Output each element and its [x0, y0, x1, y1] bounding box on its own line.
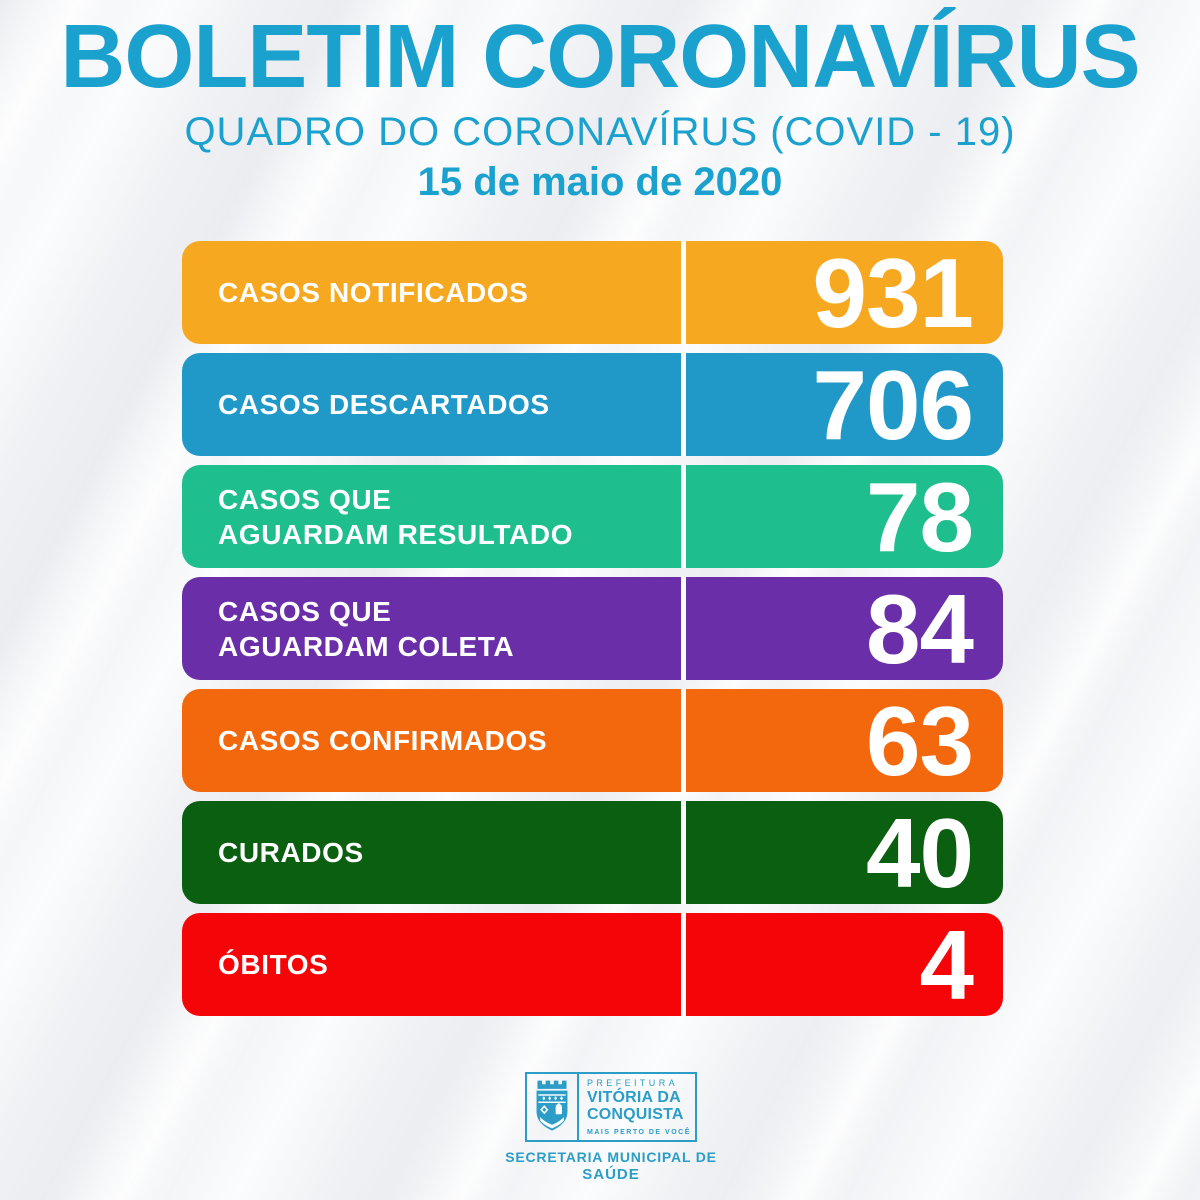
row-divider — [681, 353, 686, 456]
stat-label: CURADOS — [182, 801, 681, 904]
city-hall-logo: PREFEITURA VITÓRIA DA CONQUISTA MAIS PER… — [525, 1072, 697, 1142]
page-subtitle: QUADRO DO CORONAVÍRUS (COVID - 19) — [184, 110, 1016, 154]
stat-row: CASOS DESCARTADOS 706 — [182, 353, 1003, 456]
logo-tagline: MAIS PERTO DE VOCÊ — [587, 1129, 691, 1136]
stat-row: CURADOS 40 — [182, 801, 1003, 904]
org-name: SECRETARIA MUNICIPAL DE SAÚDE — [411, 1148, 811, 1184]
stat-value: 40 — [865, 801, 974, 904]
row-divider — [681, 465, 686, 568]
stat-value: 4 — [919, 913, 974, 1016]
stat-value: 78 — [865, 465, 974, 568]
stat-label-line: CASOS CONFIRMADOS — [218, 725, 548, 756]
stat-label: CASOS NOTIFICADOS — [182, 241, 681, 344]
logo-text-block: PREFEITURA VITÓRIA DA CONQUISTA MAIS PER… — [579, 1074, 699, 1140]
stat-label: CASOS QUE AGUARDAM COLETA — [182, 577, 681, 680]
stat-label-line: CASOS NOTIFICADOS — [218, 277, 529, 308]
stat-label-line: CASOS QUE — [218, 483, 392, 515]
stats-table: CASOS NOTIFICADOS 931 CASOS DESCARTADOS … — [182, 241, 1003, 1025]
logo-city-line2: CONQUISTA — [587, 1106, 684, 1123]
row-divider — [681, 913, 686, 1016]
bulletin-date: 15 de maio de 2020 — [417, 160, 783, 204]
org-name-line2: SAÚDE — [582, 1166, 640, 1183]
row-divider — [681, 577, 686, 680]
org-name-line1: SECRETARIA MUNICIPAL DE — [505, 1149, 717, 1165]
stat-label: CASOS DESCARTADOS — [182, 353, 681, 456]
stat-label-line: AGUARDAM COLETA — [218, 630, 515, 662]
stat-row: CASOS QUE AGUARDAM COLETA 84 — [182, 577, 1003, 680]
logo-pretitle: PREFEITURA — [587, 1078, 679, 1088]
stat-row: CASOS QUE AGUARDAM RESULTADO 78 — [182, 465, 1003, 568]
stat-value: 84 — [865, 577, 974, 680]
coat-of-arms-icon — [527, 1074, 579, 1140]
stat-label: CASOS QUE AGUARDAM RESULTADO — [182, 465, 681, 568]
page-title: BOLETIM CORONAVÍRUS — [60, 7, 1140, 107]
stat-row: CASOS NOTIFICADOS 931 — [182, 241, 1003, 344]
stat-label: ÓBITOS — [182, 913, 681, 1016]
row-divider — [681, 241, 686, 344]
row-divider — [681, 801, 686, 904]
stat-label-line: CURADOS — [218, 837, 364, 868]
stat-label-line: ÓBITOS — [218, 949, 329, 980]
stat-label: CASOS CONFIRMADOS — [182, 689, 681, 792]
stat-row: CASOS CONFIRMADOS 63 — [182, 689, 1003, 792]
logo-city-line1: VITÓRIA DA — [587, 1089, 681, 1106]
stat-value: 706 — [812, 353, 974, 456]
stat-value: 63 — [865, 689, 974, 792]
stat-label-line: CASOS QUE — [218, 595, 392, 627]
row-divider — [681, 689, 686, 792]
stat-row: ÓBITOS 4 — [182, 913, 1003, 1016]
stat-value: 931 — [812, 241, 974, 344]
stat-label-line: CASOS DESCARTADOS — [218, 389, 550, 420]
stat-label-line: AGUARDAM RESULTADO — [218, 518, 574, 550]
